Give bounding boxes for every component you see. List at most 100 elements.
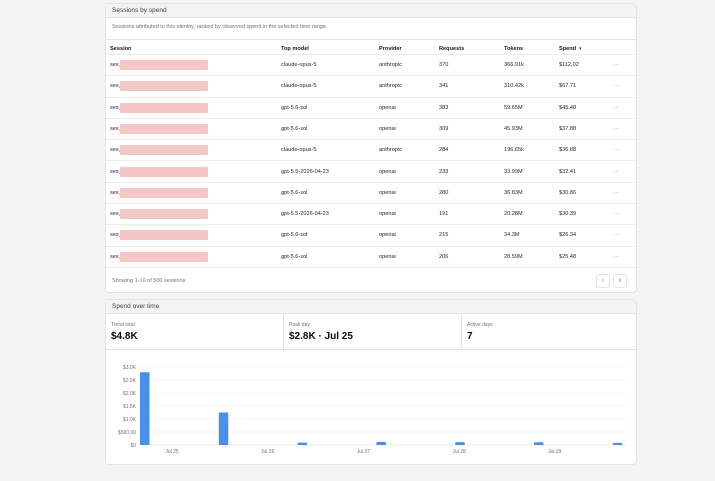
- previous-page-button[interactable]: ‹: [596, 274, 610, 288]
- cell-session[interactable]: ses_: [110, 168, 122, 175]
- stat-label: Peak day: [289, 322, 310, 328]
- more-horizontal-icon[interactable]: ···: [613, 168, 621, 175]
- cell-provider: openai: [379, 189, 396, 196]
- cell-requests: 191: [439, 211, 449, 218]
- cell-session[interactable]: ses_: [110, 253, 122, 260]
- cell-spend: $26.34: [559, 232, 577, 239]
- spend-bar[interactable]: [140, 372, 150, 445]
- y-tick-label: $2.0K: [123, 391, 137, 397]
- cell-model: claude-opus-5: [281, 62, 317, 68]
- cell-requests: 370: [439, 62, 449, 68]
- more-horizontal-icon[interactable]: ···: [613, 189, 621, 196]
- cell-spend: $36.88: [559, 147, 577, 154]
- redaction-block: [120, 60, 208, 70]
- redaction-block: [120, 209, 208, 220]
- x-tick-label: Jul 26: [261, 449, 275, 455]
- more-horizontal-icon[interactable]: ···: [613, 211, 621, 218]
- y-tick-label: $500.00: [118, 430, 136, 436]
- more-horizontal-icon[interactable]: ···: [613, 104, 621, 111]
- cell-provider: openai: [379, 211, 396, 218]
- stat-value: $2.8K · Jul 25: [289, 331, 353, 342]
- spend-bar[interactable]: [455, 442, 465, 445]
- y-tick-label: $1.0K: [123, 417, 137, 423]
- table-row[interactable]: ses_ claude-opus-5 anthropic 284 196.65k $36.…: [106, 140, 638, 162]
- more-horizontal-icon[interactable]: ···: [613, 253, 621, 260]
- cell-requests: 280: [439, 189, 449, 196]
- column-header-requests[interactable]: Requests: [439, 46, 465, 52]
- redaction-block: [120, 166, 208, 177]
- column-header-top-model[interactable]: Top model: [281, 46, 309, 52]
- cell-session[interactable]: ses_: [110, 104, 122, 111]
- cell-model: gpt-5.5-2026-04-23: [281, 168, 329, 175]
- cell-provider: openai: [379, 104, 396, 111]
- cell-tokens: 45.93M: [504, 125, 523, 132]
- cell-session[interactable]: ses_: [110, 125, 122, 132]
- table-row[interactable]: ses_ gpt-5.6-sol openai 215 34.3M $26.34 ···: [106, 225, 638, 247]
- column-header-spend[interactable]: Spend ▼: [559, 46, 583, 52]
- y-tick-label: $1.5K: [123, 404, 137, 410]
- spend-bar[interactable]: [297, 442, 308, 445]
- cell-requests: 341: [439, 83, 449, 90]
- stat-label: Active days: [467, 322, 493, 328]
- cell-tokens: 28.59M: [504, 253, 523, 260]
- chevron-left-icon: ‹: [601, 277, 605, 284]
- more-horizontal-icon[interactable]: ···: [613, 125, 621, 132]
- column-header-tokens[interactable]: Tokens: [504, 46, 524, 52]
- redaction-block: [120, 230, 208, 241]
- cell-tokens: 33.99M: [504, 168, 523, 175]
- spend-bar[interactable]: [218, 412, 229, 446]
- redaction-block: [120, 123, 208, 134]
- cell-session[interactable]: ses_: [110, 83, 122, 90]
- cell-model: claude-opus-5: [281, 147, 317, 154]
- sessions-panel-title: Sessions by spend: [106, 4, 636, 18]
- table-row[interactable]: ses_ gpt-5.5-2026-04-23 openai 191 20.28M $30…: [106, 204, 638, 226]
- table-row[interactable]: ses_ claude-opus-5 anthropic 341 310.42k $67.…: [106, 76, 638, 98]
- cell-session[interactable]: ses_: [110, 211, 122, 218]
- table-row[interactable]: ses_ gpt-5.6-sol openai 280 36.83M $30.86 ···: [106, 183, 638, 205]
- cell-provider: openai: [379, 253, 396, 260]
- spend-stats: Trend total $4.8K Peak day $2.8K · Jul 2…: [106, 315, 638, 350]
- more-horizontal-icon[interactable]: ···: [613, 147, 621, 154]
- spend-bar[interactable]: [612, 442, 623, 445]
- column-header-session[interactable]: Session: [110, 46, 132, 52]
- table-row[interactable]: ses_ gpt-5.6-sol openai 206 28.59M $25.48 ···: [106, 247, 638, 268]
- next-page-button[interactable]: ›: [613, 274, 627, 288]
- cell-tokens: 34.3M: [504, 232, 520, 239]
- cell-requests: 233: [439, 168, 449, 175]
- stat-active-days: Active days 7: [461, 315, 638, 350]
- cell-requests: 215: [439, 232, 449, 239]
- sessions-panel-description: Sessions attributed to this identity, ra…: [106, 18, 636, 40]
- cell-tokens: 310.42k: [504, 83, 524, 90]
- cell-requests: 206: [439, 253, 449, 260]
- redaction-block: [120, 81, 208, 92]
- cell-spend: $112.02: [559, 62, 579, 68]
- cell-tokens: 366.91k: [504, 62, 524, 68]
- table-row[interactable]: ses_ gpt-5.6-sol openai 309 45.93M $37.88 ···: [106, 119, 638, 141]
- more-horizontal-icon[interactable]: ···: [613, 62, 621, 68]
- cell-tokens: 196.65k: [504, 147, 524, 154]
- more-horizontal-icon[interactable]: ···: [613, 232, 621, 239]
- cell-spend: $37.88: [559, 125, 577, 132]
- cell-spend: $67.71: [559, 83, 577, 90]
- x-tick-label: Jul 25: [165, 449, 179, 455]
- cell-session[interactable]: ses_: [110, 232, 122, 239]
- table-row[interactable]: ses_ claude-opus-5 anthropic 370 366.91k $112…: [106, 55, 638, 77]
- table-row[interactable]: ses_ gpt-5.6-sol openai 383 59.65M $45.48 ···: [106, 98, 638, 119]
- spend-bar[interactable]: [534, 442, 544, 445]
- more-horizontal-icon[interactable]: ···: [613, 83, 621, 90]
- cell-session[interactable]: ses_: [110, 147, 122, 154]
- cell-spend: $45.48: [559, 104, 577, 111]
- cell-session[interactable]: ses_: [110, 189, 122, 196]
- spend-over-time-panel: Spend over time Trend total $4.8K Peak d…: [105, 299, 638, 465]
- cell-model: claude-opus-5: [281, 83, 317, 90]
- x-tick-label: Jul 28: [452, 449, 466, 455]
- table-row[interactable]: ses_ gpt-5.5-2026-04-23 openai 233 33.99M $32…: [106, 162, 638, 183]
- cell-session[interactable]: ses_: [110, 62, 122, 68]
- column-header-provider[interactable]: Provider: [379, 46, 402, 52]
- cell-tokens: 59.65M: [504, 104, 523, 111]
- spend-bar[interactable]: [376, 441, 386, 445]
- cell-spend: $25.48: [559, 253, 577, 260]
- chevron-right-icon: ›: [618, 277, 622, 284]
- cell-spend: $32.41: [559, 168, 577, 175]
- spend-bar-chart: $0 $500.00 $1.0K $1.5K $2.0K $2.5K $3.0K Jul 25…: [118, 365, 626, 455]
